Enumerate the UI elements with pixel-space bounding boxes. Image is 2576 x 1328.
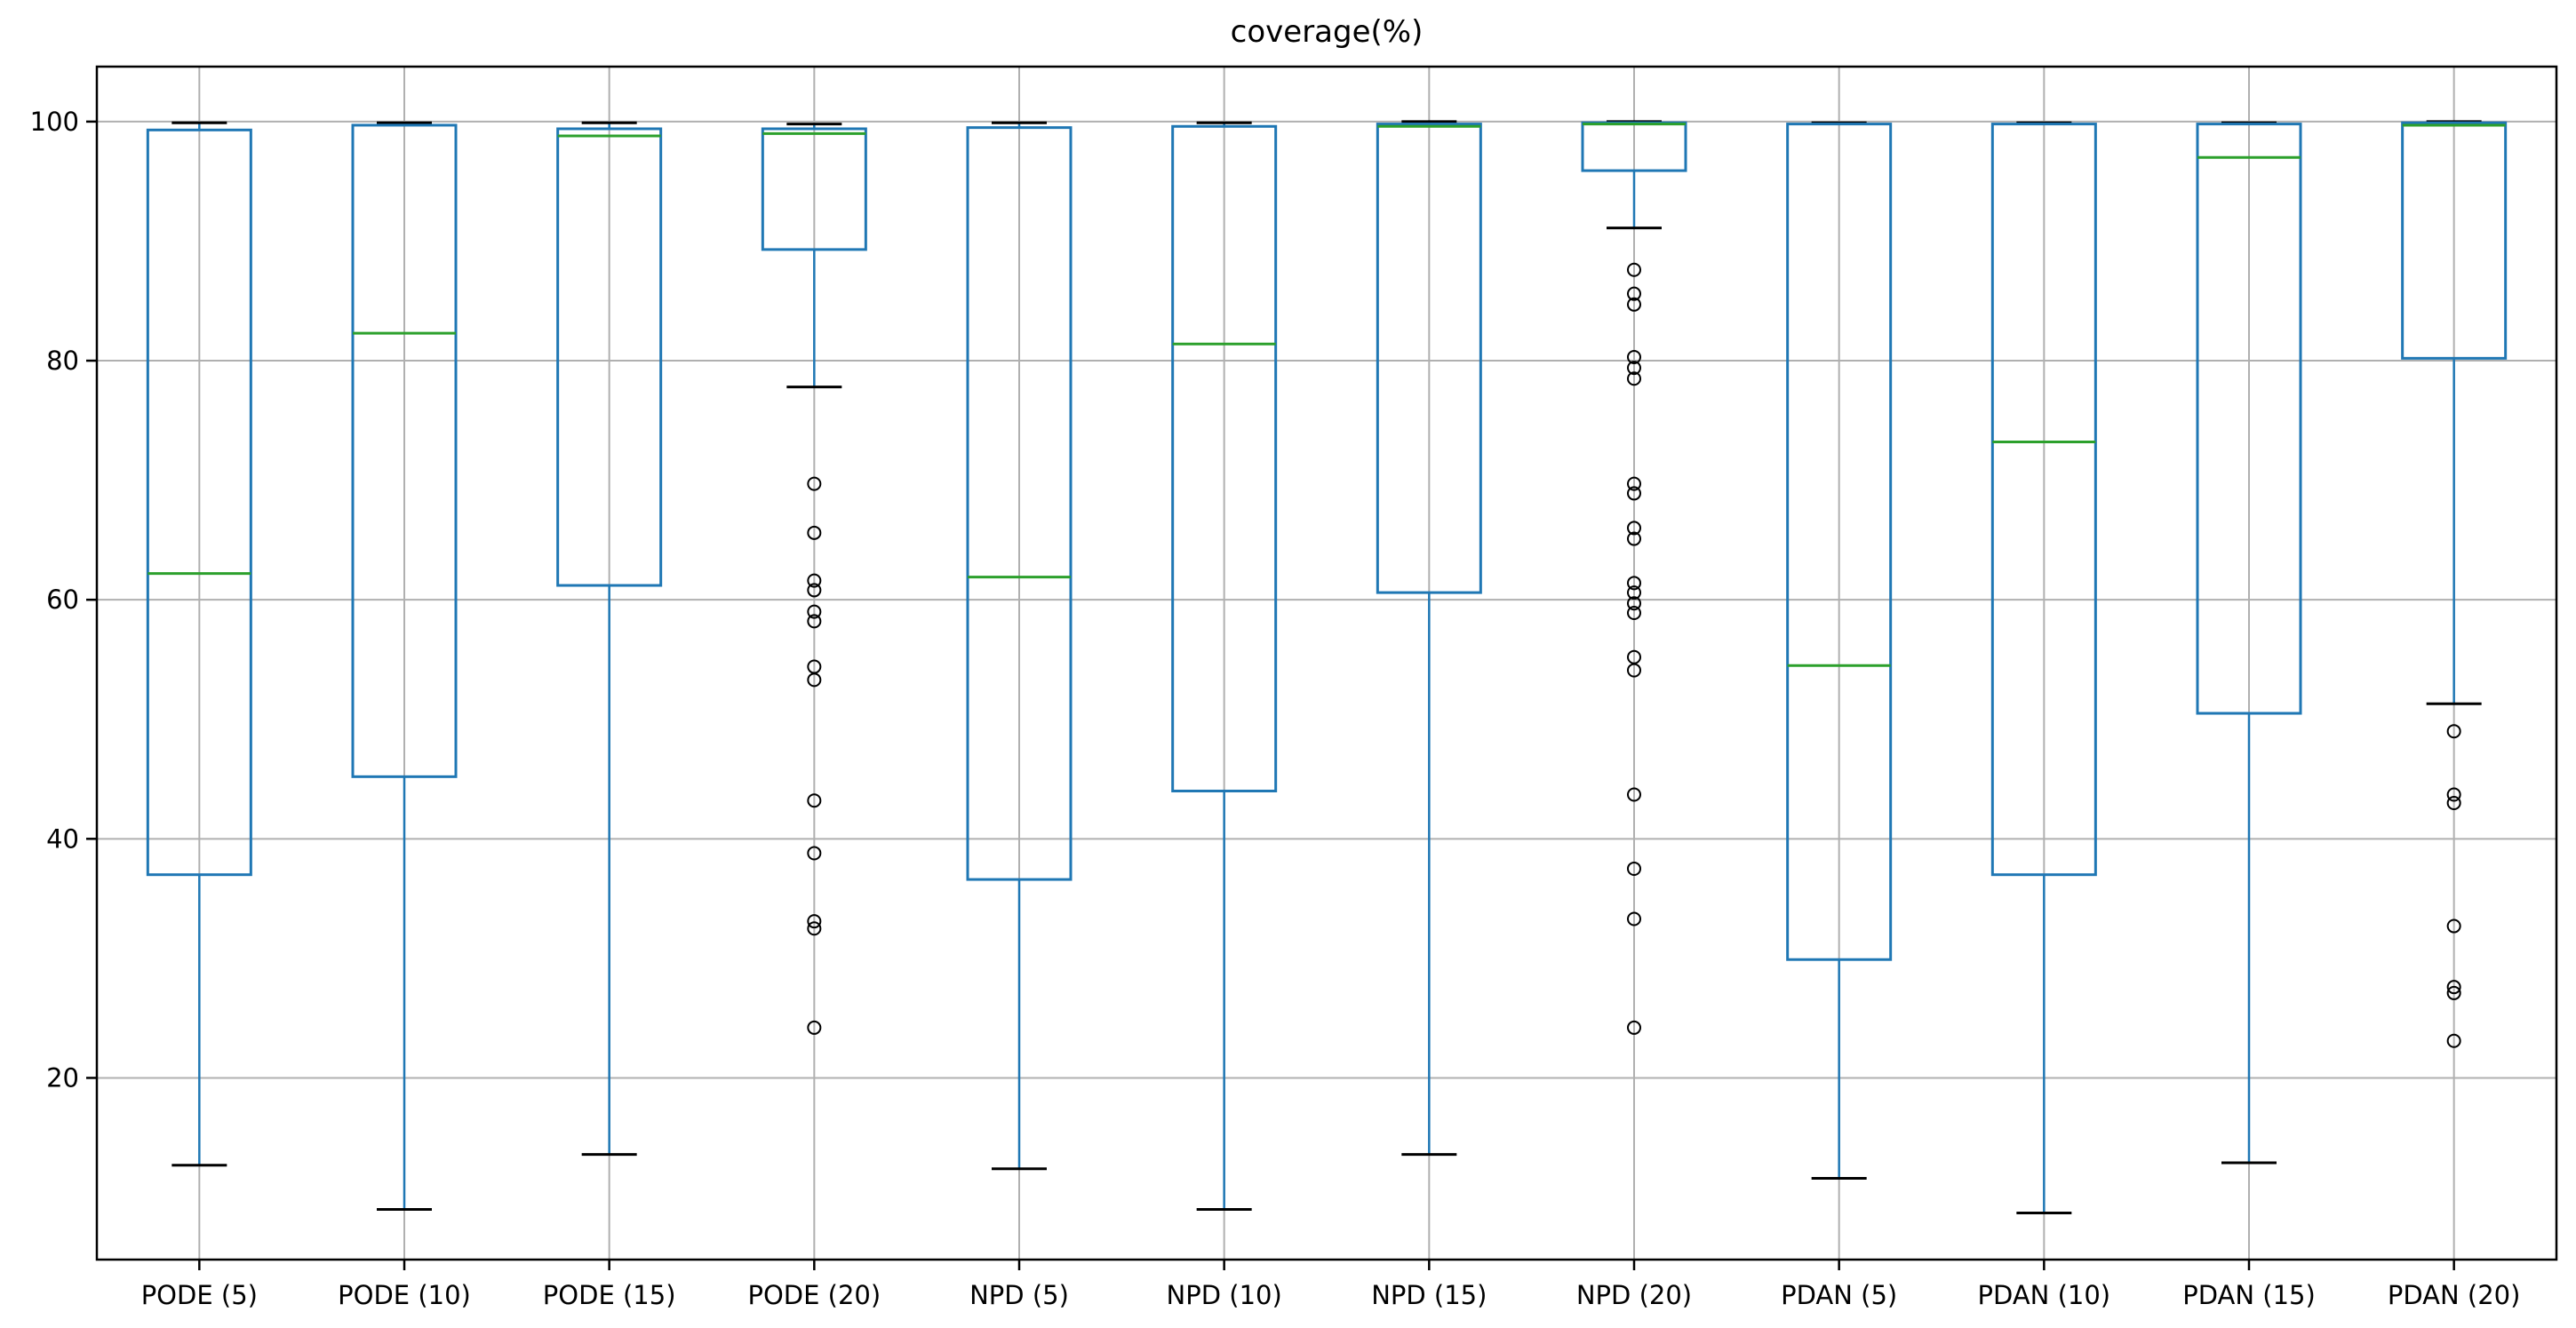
x-tick-label: PODE (20) [747,1280,881,1310]
outlier-marker [1627,596,1641,611]
outlier-marker [1627,286,1641,301]
box-PODE (15) [556,127,663,587]
box-PODE (5) [146,128,252,877]
outlier-marker [1627,585,1641,600]
x-tick-label: NPD (10) [1167,1280,1282,1310]
x-tick-label: NPD (15) [1371,1280,1487,1310]
outlier-marker [2446,787,2461,802]
outlier-marker [2446,918,2461,934]
outlier-marker [1627,476,1641,491]
outlier-marker [807,614,822,629]
box-NPD (5) [966,126,1073,881]
outlier-marker [2446,985,2461,1000]
x-tick-label: PODE (15) [543,1280,676,1310]
x-tick-label: PDAN (20) [2388,1280,2521,1310]
axes-border [95,65,2558,1261]
x-tick-label: NPD (5) [969,1280,1069,1310]
box-PODE (20) [761,127,867,251]
box-PDAN (15) [2196,123,2302,715]
outlier-marker [1627,486,1641,501]
outlier-marker [2446,724,2461,739]
x-tick-label: NPD (20) [1576,1280,1692,1310]
outlier-marker [807,604,822,619]
chart-title: coverage(%) [1230,14,1424,50]
x-tick-label: PDAN (10) [1978,1280,2111,1310]
outlier-marker [1627,521,1641,536]
outlier-marker [1627,663,1641,678]
outlier-marker [1627,787,1641,802]
y-tick-label: 40 [46,823,79,854]
outlier-marker [807,921,822,936]
box-PDAN (10) [1990,123,2097,877]
outlier-marker [807,672,822,688]
outlier-marker [807,846,822,861]
y-tick-label: 60 [46,584,79,615]
outlier-marker [2446,1033,2461,1048]
y-tick-label: 100 [30,107,79,137]
outlier-marker [1627,531,1641,546]
outlier-marker [807,583,822,598]
box-PDAN (20) [2401,121,2508,360]
x-tick-label: PDAN (15) [2182,1280,2316,1310]
outlier-marker [807,914,822,929]
outlier-marker [1627,576,1641,591]
x-tick-label: PODE (5) [141,1280,258,1310]
box-NPD (10) [1171,124,1278,792]
x-tick-label: PODE (10) [338,1280,471,1310]
outlier-marker [2446,980,2461,995]
outlier-marker [1627,861,1641,876]
outlier-marker [1627,361,1641,376]
outlier-marker [807,573,822,588]
x-tick-label: PDAN (5) [1781,1280,1897,1310]
outlier-marker [807,525,822,540]
outlier-marker [2446,795,2461,810]
outlier-marker [807,476,822,491]
outlier-marker [807,1020,822,1035]
outlier-marker [1627,1020,1641,1035]
box-NPD (15) [1376,123,1482,594]
y-tick-label: 80 [46,346,79,376]
outlier-marker [1627,297,1641,312]
outlier-marker [1627,371,1641,386]
box-PDAN (5) [1786,123,1893,961]
y-tick-label: 20 [46,1062,79,1093]
box-PODE (10) [351,123,458,778]
outlier-marker [1627,262,1641,277]
outlier-marker [807,793,822,808]
outlier-marker [1627,911,1641,926]
outlier-marker [1627,605,1641,620]
outlier-marker [1627,350,1641,365]
